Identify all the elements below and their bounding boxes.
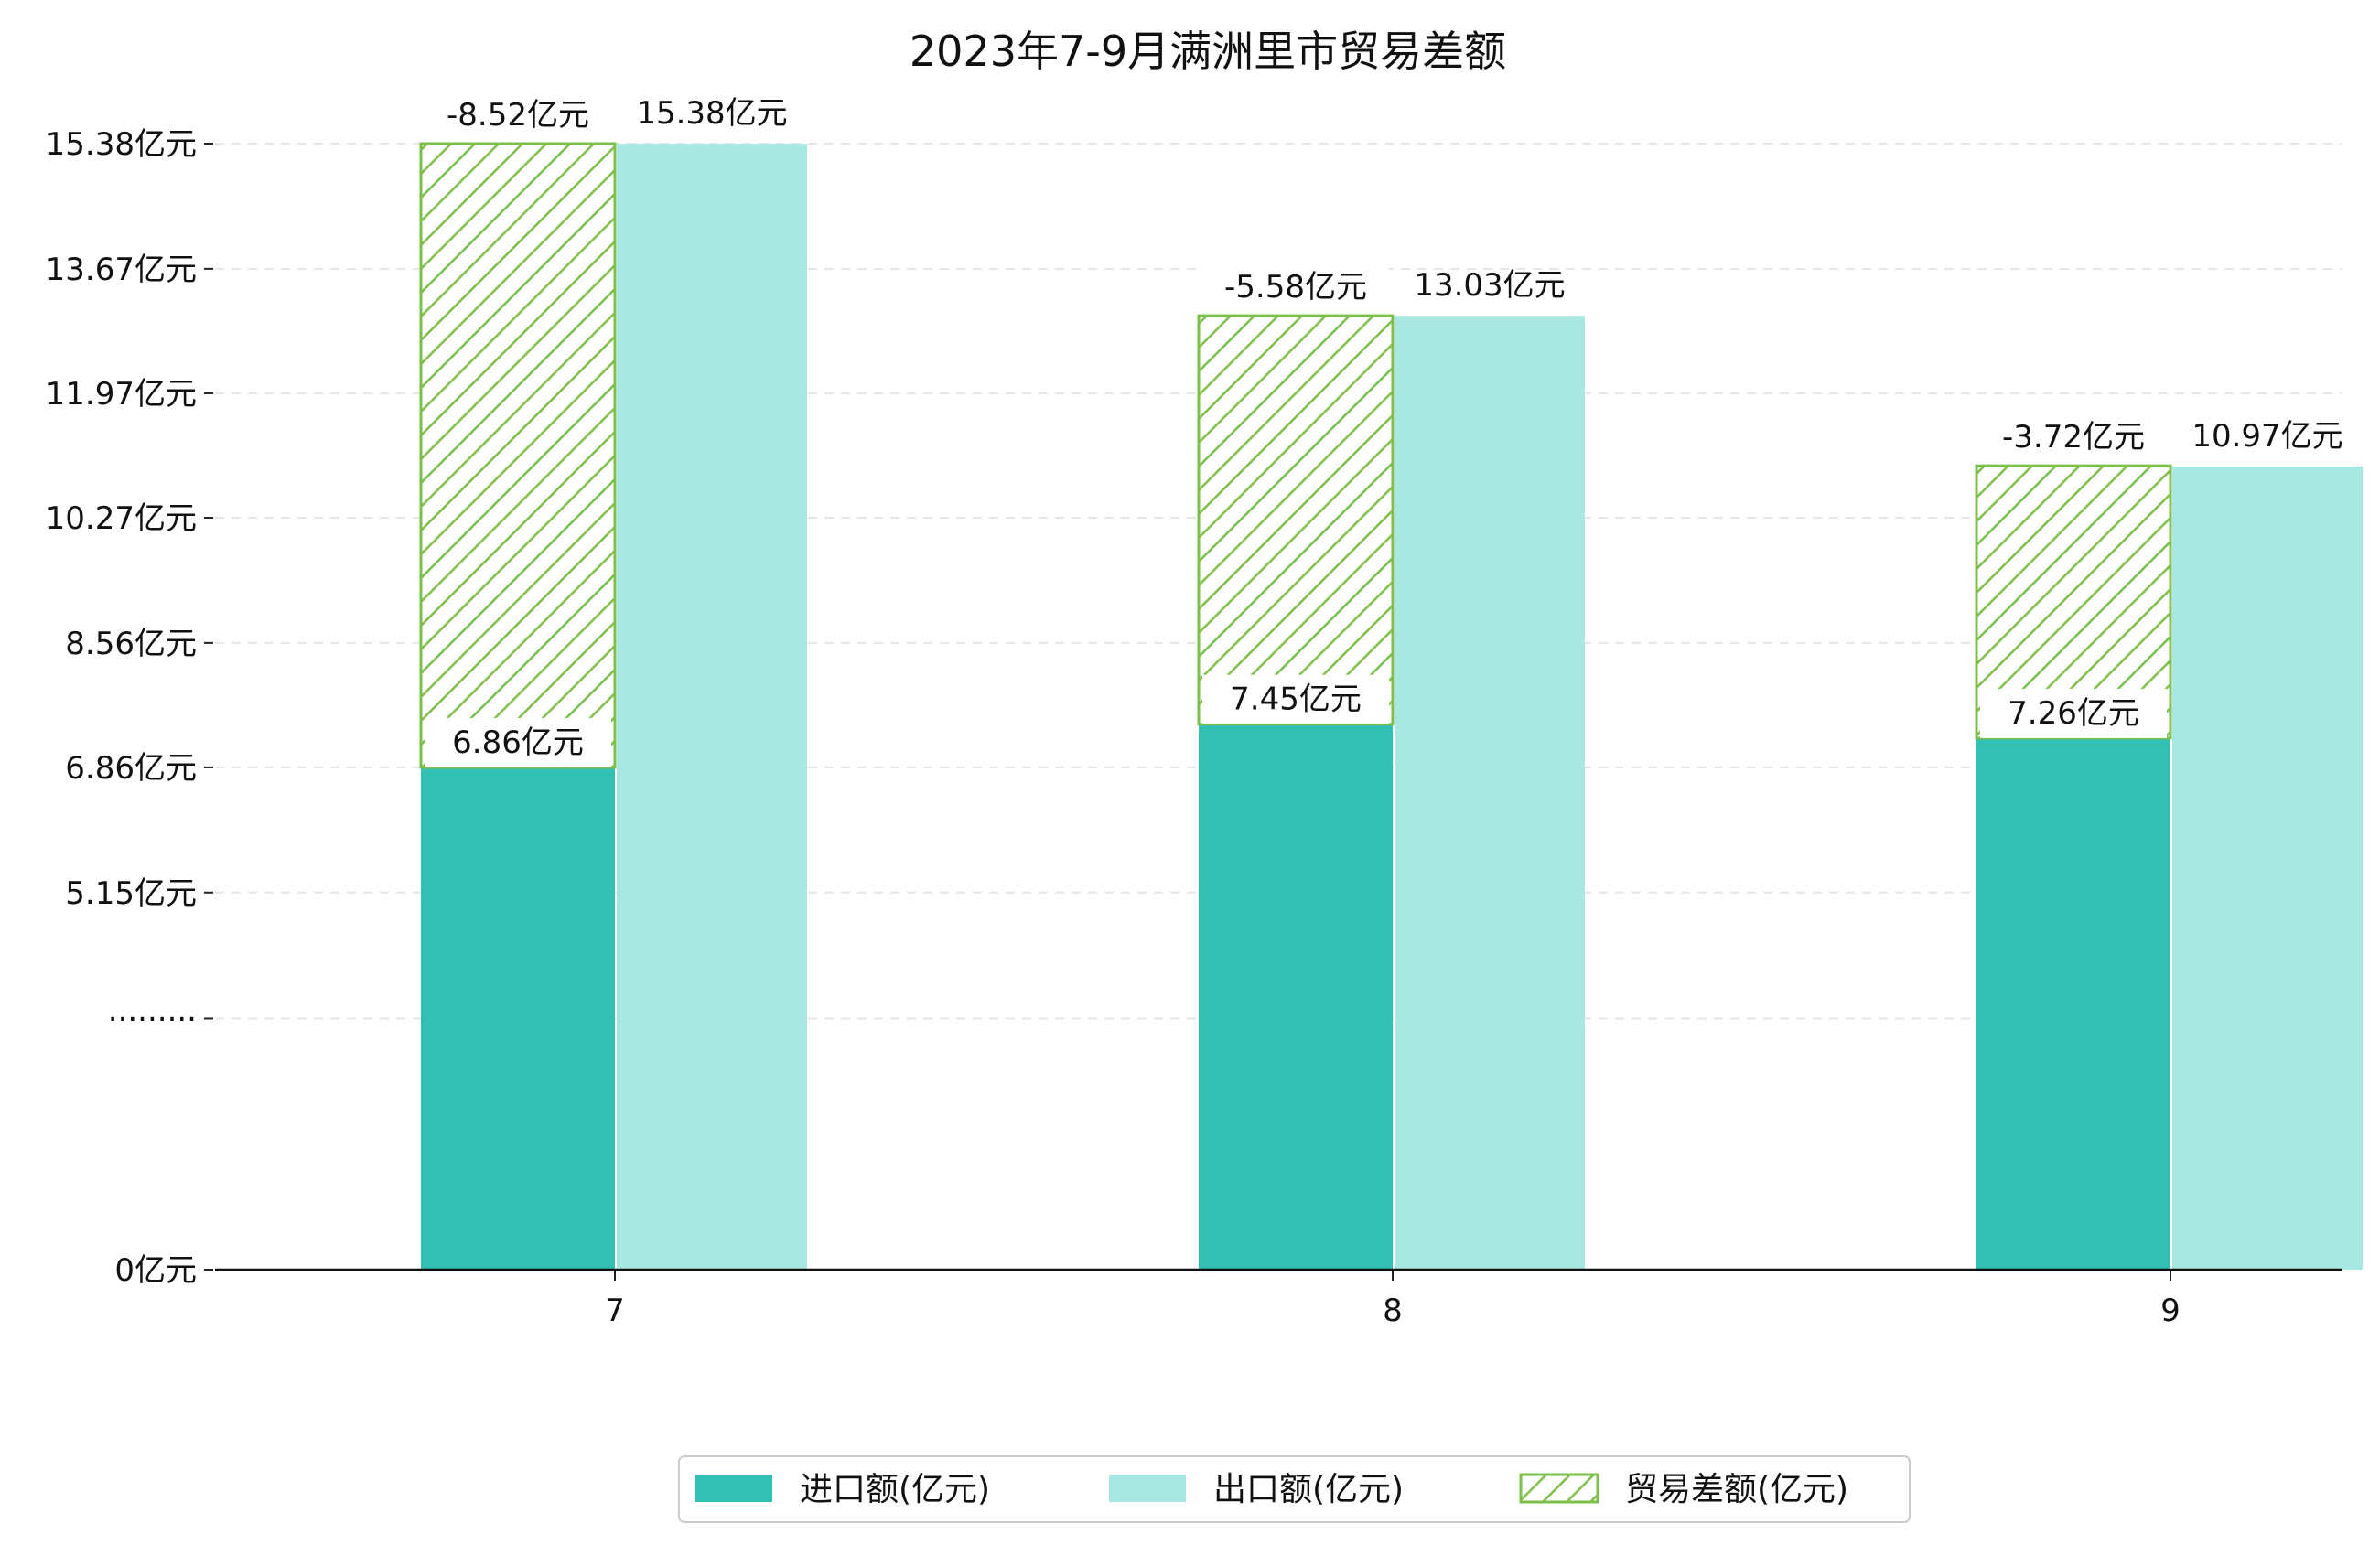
bar-import <box>421 767 615 1270</box>
y-tick-label: 13.67亿元 <box>46 252 197 288</box>
data-label-export: 13.03亿元 <box>1414 267 1565 304</box>
bars: 6.86亿元 -8.52亿元 15.38亿元 7.45亿元 -5.58亿元 13.03亿元… <box>419 92 2363 1270</box>
legend-swatch <box>1519 1473 1599 1504</box>
bar-import <box>1199 724 1393 1270</box>
bar-export <box>1395 316 1585 1270</box>
legend-label: 出口额(亿元) <box>1213 1471 1404 1508</box>
data-label-trade-balance: -3.72亿元 <box>2002 419 2145 456</box>
label-bg <box>425 717 611 767</box>
y-tick-label: 6.86亿元 <box>65 750 197 787</box>
label-bg <box>1202 264 1389 311</box>
legend: 进口额(亿元) 出口额(亿元) 贸易差额(亿元) <box>678 1455 1911 1523</box>
data-label-trade-balance: -5.58亿元 <box>1224 269 1367 306</box>
bar-trade-balance <box>419 142 617 769</box>
y-tick-label: 5.15亿元 <box>65 875 197 912</box>
label-bg <box>1980 688 2167 738</box>
legend-label: 贸易差额(亿元) <box>1625 1471 1848 1508</box>
bar-export <box>2172 466 2363 1270</box>
x-tick-label: 7 <box>605 1293 625 1329</box>
y-tick-label: 0亿元 <box>114 1252 197 1289</box>
data-label-trade-balance: -8.52亿元 <box>447 97 589 134</box>
y-tick-label: 15.38亿元 <box>46 126 197 163</box>
y-tick-label: 11.97亿元 <box>46 376 197 413</box>
data-label-export: 10.97亿元 <box>2192 418 2342 455</box>
bar-trade-balance <box>1197 314 1395 726</box>
y-tick-label: 10.27亿元 <box>46 500 197 537</box>
legend-swatch <box>695 1475 772 1502</box>
bar-import <box>1976 737 2170 1270</box>
label-bg <box>1980 414 2167 461</box>
y-tick-label: 8.56亿元 <box>65 626 197 662</box>
x-tick-label: 8 <box>1383 1293 1403 1329</box>
x-tick-label: 9 <box>2160 1293 2181 1329</box>
legend-swatch <box>1109 1475 1186 1502</box>
y-axis: 0亿元 ········· 5.15亿元 6.86亿元 8.56亿元 10.27亿元 11.… <box>46 126 213 1289</box>
bar-export <box>617 144 807 1270</box>
label-bg <box>425 92 611 138</box>
label-bg <box>1202 674 1389 724</box>
chart-title: 2023年7-9月满洲里市贸易差额 <box>910 27 1506 76</box>
legend-box <box>678 1455 1911 1523</box>
legend-label: 进口额(亿元) <box>800 1471 990 1508</box>
data-label-import: 7.45亿元 <box>1230 681 1362 718</box>
x-axis: 7 8 9 <box>215 1268 2342 1329</box>
data-label-export: 15.38亿元 <box>636 95 787 132</box>
data-label-import: 7.26亿元 <box>2008 695 2139 732</box>
data-label-import: 6.86亿元 <box>452 724 584 761</box>
y-tick-label: ········· <box>108 1001 197 1037</box>
